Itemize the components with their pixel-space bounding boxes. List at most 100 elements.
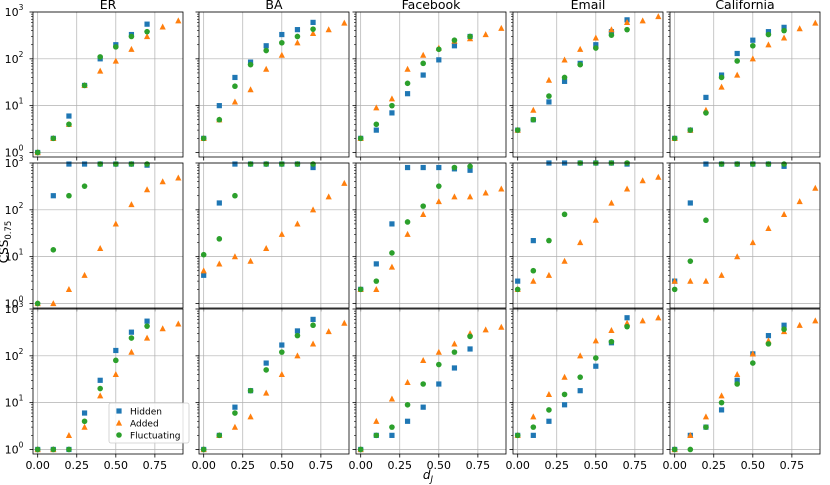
panel-frame	[355, 162, 507, 309]
point-added	[420, 356, 427, 363]
point-added	[639, 317, 646, 324]
point-added	[530, 106, 537, 113]
column-title: ER	[100, 0, 117, 12]
x-tick-label: 0.75	[466, 459, 491, 472]
point-added	[341, 19, 348, 26]
point-hidden	[232, 161, 238, 167]
point-fluctuating	[608, 32, 615, 38]
point-fluctuating	[310, 322, 316, 329]
panel-pearson-california: 0.00 0.25 0.50 0.75 Pearson	[662, 308, 830, 472]
point-fluctuating	[389, 250, 395, 256]
point-fluctuating	[451, 164, 458, 171]
point-added	[796, 25, 803, 32]
point-added	[749, 55, 756, 62]
panel-pearson-er: 100 101 102 103 0.00 0.25 0.50 0.75	[5, 300, 184, 472]
point-hidden	[467, 167, 473, 173]
point-fluctuating	[389, 102, 395, 109]
point-added	[404, 230, 411, 237]
point-hidden	[201, 272, 207, 278]
point-fluctuating	[420, 60, 426, 67]
y-tick-label: 102	[5, 50, 24, 66]
point-fluctuating	[420, 381, 426, 387]
point-fluctuating	[144, 28, 150, 35]
point-hidden	[718, 407, 725, 413]
point-hidden	[420, 404, 426, 410]
point-added	[325, 193, 332, 200]
point-fluctuating	[247, 161, 254, 167]
x-tick-label: 0.00	[662, 459, 687, 472]
point-added	[309, 206, 317, 213]
point-hidden	[404, 164, 411, 171]
point-fluctuating	[34, 300, 41, 307]
point-added	[765, 225, 772, 232]
y-tick-label: 102	[5, 347, 24, 363]
point-hidden	[561, 402, 568, 408]
point-fluctuating	[97, 161, 103, 167]
point-fluctuating	[357, 286, 364, 293]
point-hidden	[389, 221, 395, 227]
y-tick-label: 103	[5, 154, 24, 170]
point-added	[388, 263, 396, 270]
point-added	[200, 267, 207, 274]
point-fluctuating	[561, 391, 568, 398]
point-added	[796, 198, 803, 205]
point-added	[451, 193, 458, 200]
panel-frame	[198, 308, 350, 455]
point-fluctuating	[703, 424, 709, 430]
point-hidden	[561, 78, 568, 84]
y-tick-label: 100	[5, 294, 24, 310]
point-fluctuating	[310, 26, 316, 32]
row-title: LPTV	[828, 69, 830, 100]
panel-frame	[669, 162, 821, 309]
point-hidden	[451, 43, 458, 49]
point-hidden	[530, 238, 536, 244]
point-fluctuating	[294, 161, 301, 167]
panel-pearson-email: 0.00 0.25 0.50 0.75	[505, 308, 664, 472]
legend-label-hidden: Hidden	[130, 408, 162, 418]
point-added	[718, 83, 725, 90]
x-tick-label: 0.00	[25, 459, 50, 472]
point-added	[278, 230, 285, 237]
point-fluctuating	[128, 33, 135, 40]
point-added	[545, 390, 553, 397]
x-axis-label: dJ	[423, 468, 434, 485]
point-added	[734, 371, 741, 378]
point-fluctuating	[546, 237, 552, 244]
point-fluctuating	[436, 46, 442, 53]
point-added	[608, 326, 615, 333]
point-added	[159, 23, 166, 30]
point-fluctuating	[113, 357, 119, 364]
point-added	[623, 185, 631, 192]
point-fluctuating	[263, 161, 269, 167]
point-added	[175, 174, 182, 181]
point-hidden	[593, 363, 599, 369]
point-hidden	[232, 404, 238, 410]
panel-frame	[512, 308, 664, 455]
point-hidden	[703, 94, 709, 100]
point-added	[309, 340, 317, 347]
point-added	[50, 300, 57, 307]
point-fluctuating	[467, 163, 473, 170]
y-tick-label: 101	[5, 97, 24, 113]
point-fluctuating	[608, 338, 615, 345]
column-title: Facebook	[402, 0, 461, 12]
point-added	[97, 244, 104, 251]
point-fluctuating	[718, 161, 725, 167]
point-fluctuating	[530, 267, 537, 274]
point-added	[65, 285, 73, 292]
point-hidden	[703, 161, 709, 167]
point-added	[231, 98, 239, 105]
point-added	[765, 41, 772, 48]
point-added	[373, 285, 380, 292]
point-fluctuating	[97, 385, 103, 392]
point-added	[545, 76, 553, 83]
point-added	[143, 186, 151, 193]
panel-frame	[669, 308, 821, 455]
x-tick-label: 0.50	[741, 459, 766, 472]
point-fluctuating	[546, 93, 552, 99]
panel-gmla-california: GMLA	[666, 161, 830, 312]
point-added	[561, 373, 568, 380]
point-added	[373, 417, 380, 424]
point-fluctuating	[577, 61, 583, 68]
point-fluctuating	[294, 332, 301, 339]
